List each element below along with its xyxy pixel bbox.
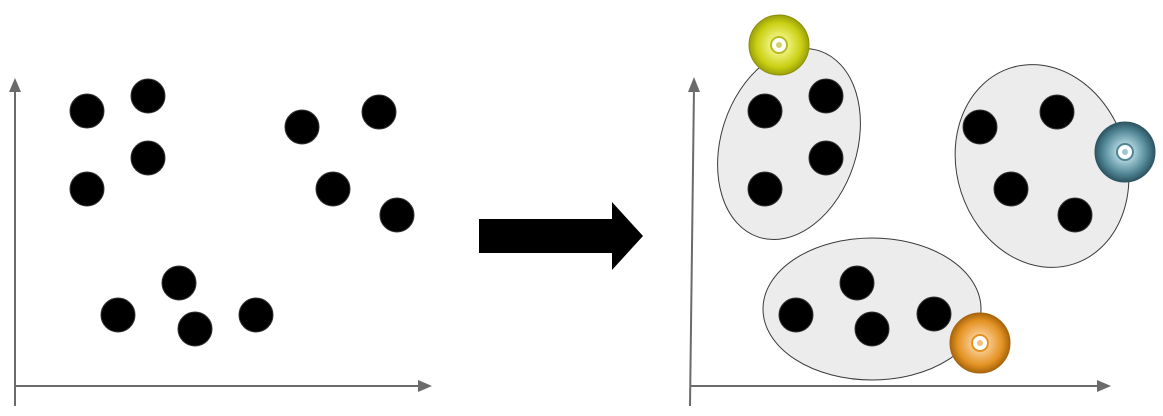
disc-icon (1094, 121, 1156, 183)
data-point (177, 311, 213, 347)
data-point (315, 171, 351, 207)
disc-icon (748, 14, 810, 76)
data-point (1057, 197, 1093, 233)
cluster-top-left (717, 47, 861, 241)
left-y-axis-arrowhead (9, 78, 21, 92)
data-point (962, 109, 998, 145)
data-point (808, 78, 844, 114)
data-point (238, 297, 274, 333)
data-point (1039, 94, 1075, 130)
left-points (69, 78, 415, 347)
cluster-top-right (954, 64, 1130, 268)
data-point (916, 296, 952, 332)
right-arrow-icon (479, 202, 643, 270)
data-point (747, 93, 783, 129)
cluster-bottom (762, 237, 982, 381)
left-x-axis-arrowhead (418, 380, 432, 392)
right-y-axis (689, 87, 695, 407)
data-point (130, 140, 166, 176)
data-point (130, 78, 166, 114)
data-point (100, 297, 136, 333)
data-point (69, 171, 105, 207)
disc-icon (949, 312, 1011, 374)
data-point (854, 311, 890, 347)
data-point (361, 94, 397, 130)
data-point (778, 297, 814, 333)
data-point (161, 265, 197, 301)
data-point (747, 171, 783, 207)
right-axes (688, 77, 1111, 407)
cluster-region (762, 237, 982, 381)
data-point (808, 140, 844, 176)
data-point (69, 93, 105, 129)
data-point (284, 109, 320, 145)
left-axes (9, 78, 432, 406)
data-point (379, 197, 415, 233)
data-point (993, 171, 1029, 207)
data-point (839, 265, 875, 301)
right-y-axis-arrowhead (688, 77, 700, 92)
right-x-axis-arrowhead (1097, 380, 1111, 392)
